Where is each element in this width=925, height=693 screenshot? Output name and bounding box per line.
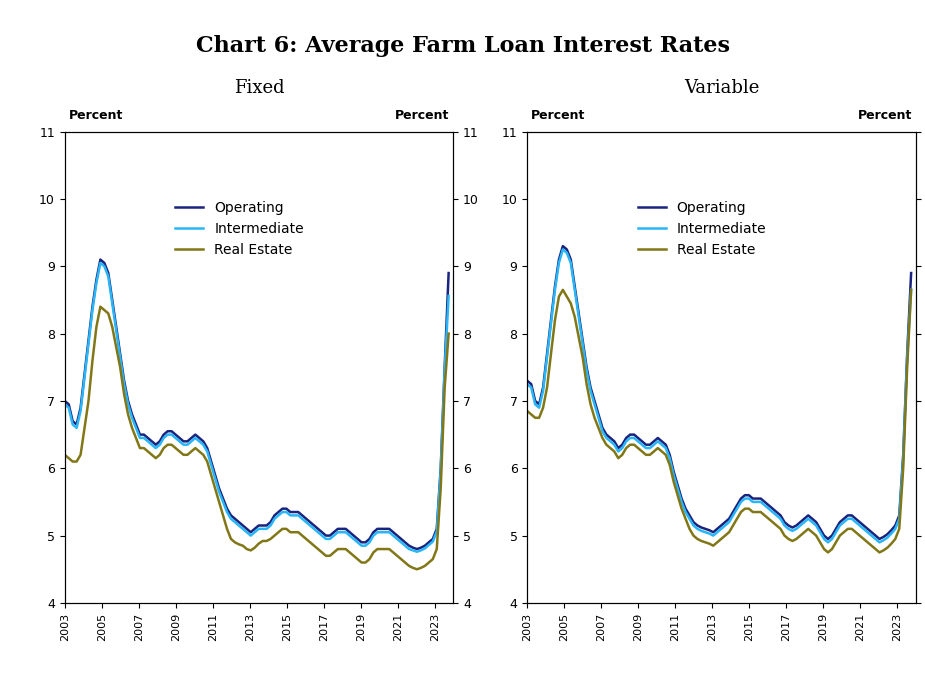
Intermediate (708, 532, 719, 540)
Line: Operating: Operating (65, 260, 449, 549)
Real Estate (277, 525, 288, 533)
Real Estate (906, 286, 917, 294)
Real Estate (356, 559, 367, 567)
Operating (739, 491, 750, 500)
Operating (708, 528, 719, 536)
Operating (277, 505, 288, 513)
Operating (91, 276, 102, 284)
Intermediate (443, 292, 454, 300)
Real Estate (245, 546, 256, 554)
Intermediate (558, 245, 569, 254)
Intermediate (822, 538, 833, 547)
Real Estate (304, 538, 315, 547)
Operating (83, 336, 94, 344)
Intermediate (59, 400, 70, 408)
Intermediate (906, 286, 917, 294)
Text: Percent: Percent (395, 109, 450, 122)
Intermediate (412, 547, 423, 556)
Intermediate (819, 535, 830, 543)
Operating (59, 397, 70, 405)
Operating (553, 256, 564, 264)
Text: Chart 6: Average Farm Loan Interest Rates: Chart 6: Average Farm Loan Interest Rate… (195, 35, 730, 57)
Line: Real Estate: Real Estate (527, 290, 911, 552)
Real Estate (553, 292, 564, 301)
Intermediate (91, 279, 102, 288)
Legend: Operating, Intermediate, Real Estate: Operating, Intermediate, Real Estate (633, 195, 771, 262)
Operating (819, 532, 830, 540)
Real Estate (95, 303, 106, 311)
Real Estate (767, 518, 778, 526)
Legend: Operating, Intermediate, Real Estate: Operating, Intermediate, Real Estate (170, 195, 309, 262)
Operating (822, 535, 833, 543)
Intermediate (83, 340, 94, 348)
Intermediate (356, 541, 367, 550)
Real Estate (822, 548, 833, 556)
Operating (522, 376, 533, 385)
Operating (546, 316, 557, 324)
Real Estate (83, 397, 94, 405)
Line: Operating: Operating (527, 246, 911, 539)
Real Estate (739, 505, 750, 513)
Title: Fixed: Fixed (234, 79, 284, 97)
Operating (304, 518, 315, 526)
Real Estate (558, 286, 569, 294)
Operating (95, 256, 106, 264)
Operating (245, 528, 256, 536)
Operating (767, 505, 778, 513)
Real Estate (522, 407, 533, 415)
Intermediate (553, 258, 564, 267)
Intermediate (767, 508, 778, 516)
Real Estate (546, 350, 557, 358)
Operating (558, 242, 569, 250)
Operating (906, 269, 917, 277)
Operating (356, 538, 367, 547)
Text: Percent: Percent (531, 109, 586, 122)
Intermediate (739, 494, 750, 502)
Real Estate (819, 545, 830, 553)
Real Estate (443, 329, 454, 337)
Text: Percent: Percent (857, 109, 912, 122)
Intermediate (277, 508, 288, 516)
Real Estate (91, 323, 102, 331)
Operating (412, 545, 423, 553)
Intermediate (95, 258, 106, 267)
Intermediate (304, 521, 315, 529)
Line: Intermediate: Intermediate (527, 249, 911, 543)
Intermediate (245, 532, 256, 540)
Line: Intermediate: Intermediate (65, 263, 449, 552)
Intermediate (522, 380, 533, 388)
Real Estate (59, 450, 70, 459)
Intermediate (546, 319, 557, 328)
Real Estate (708, 541, 719, 550)
Text: Percent: Percent (68, 109, 123, 122)
Title: Variable: Variable (684, 79, 759, 97)
Operating (443, 269, 454, 277)
Line: Real Estate: Real Estate (65, 307, 449, 569)
Real Estate (412, 565, 423, 573)
